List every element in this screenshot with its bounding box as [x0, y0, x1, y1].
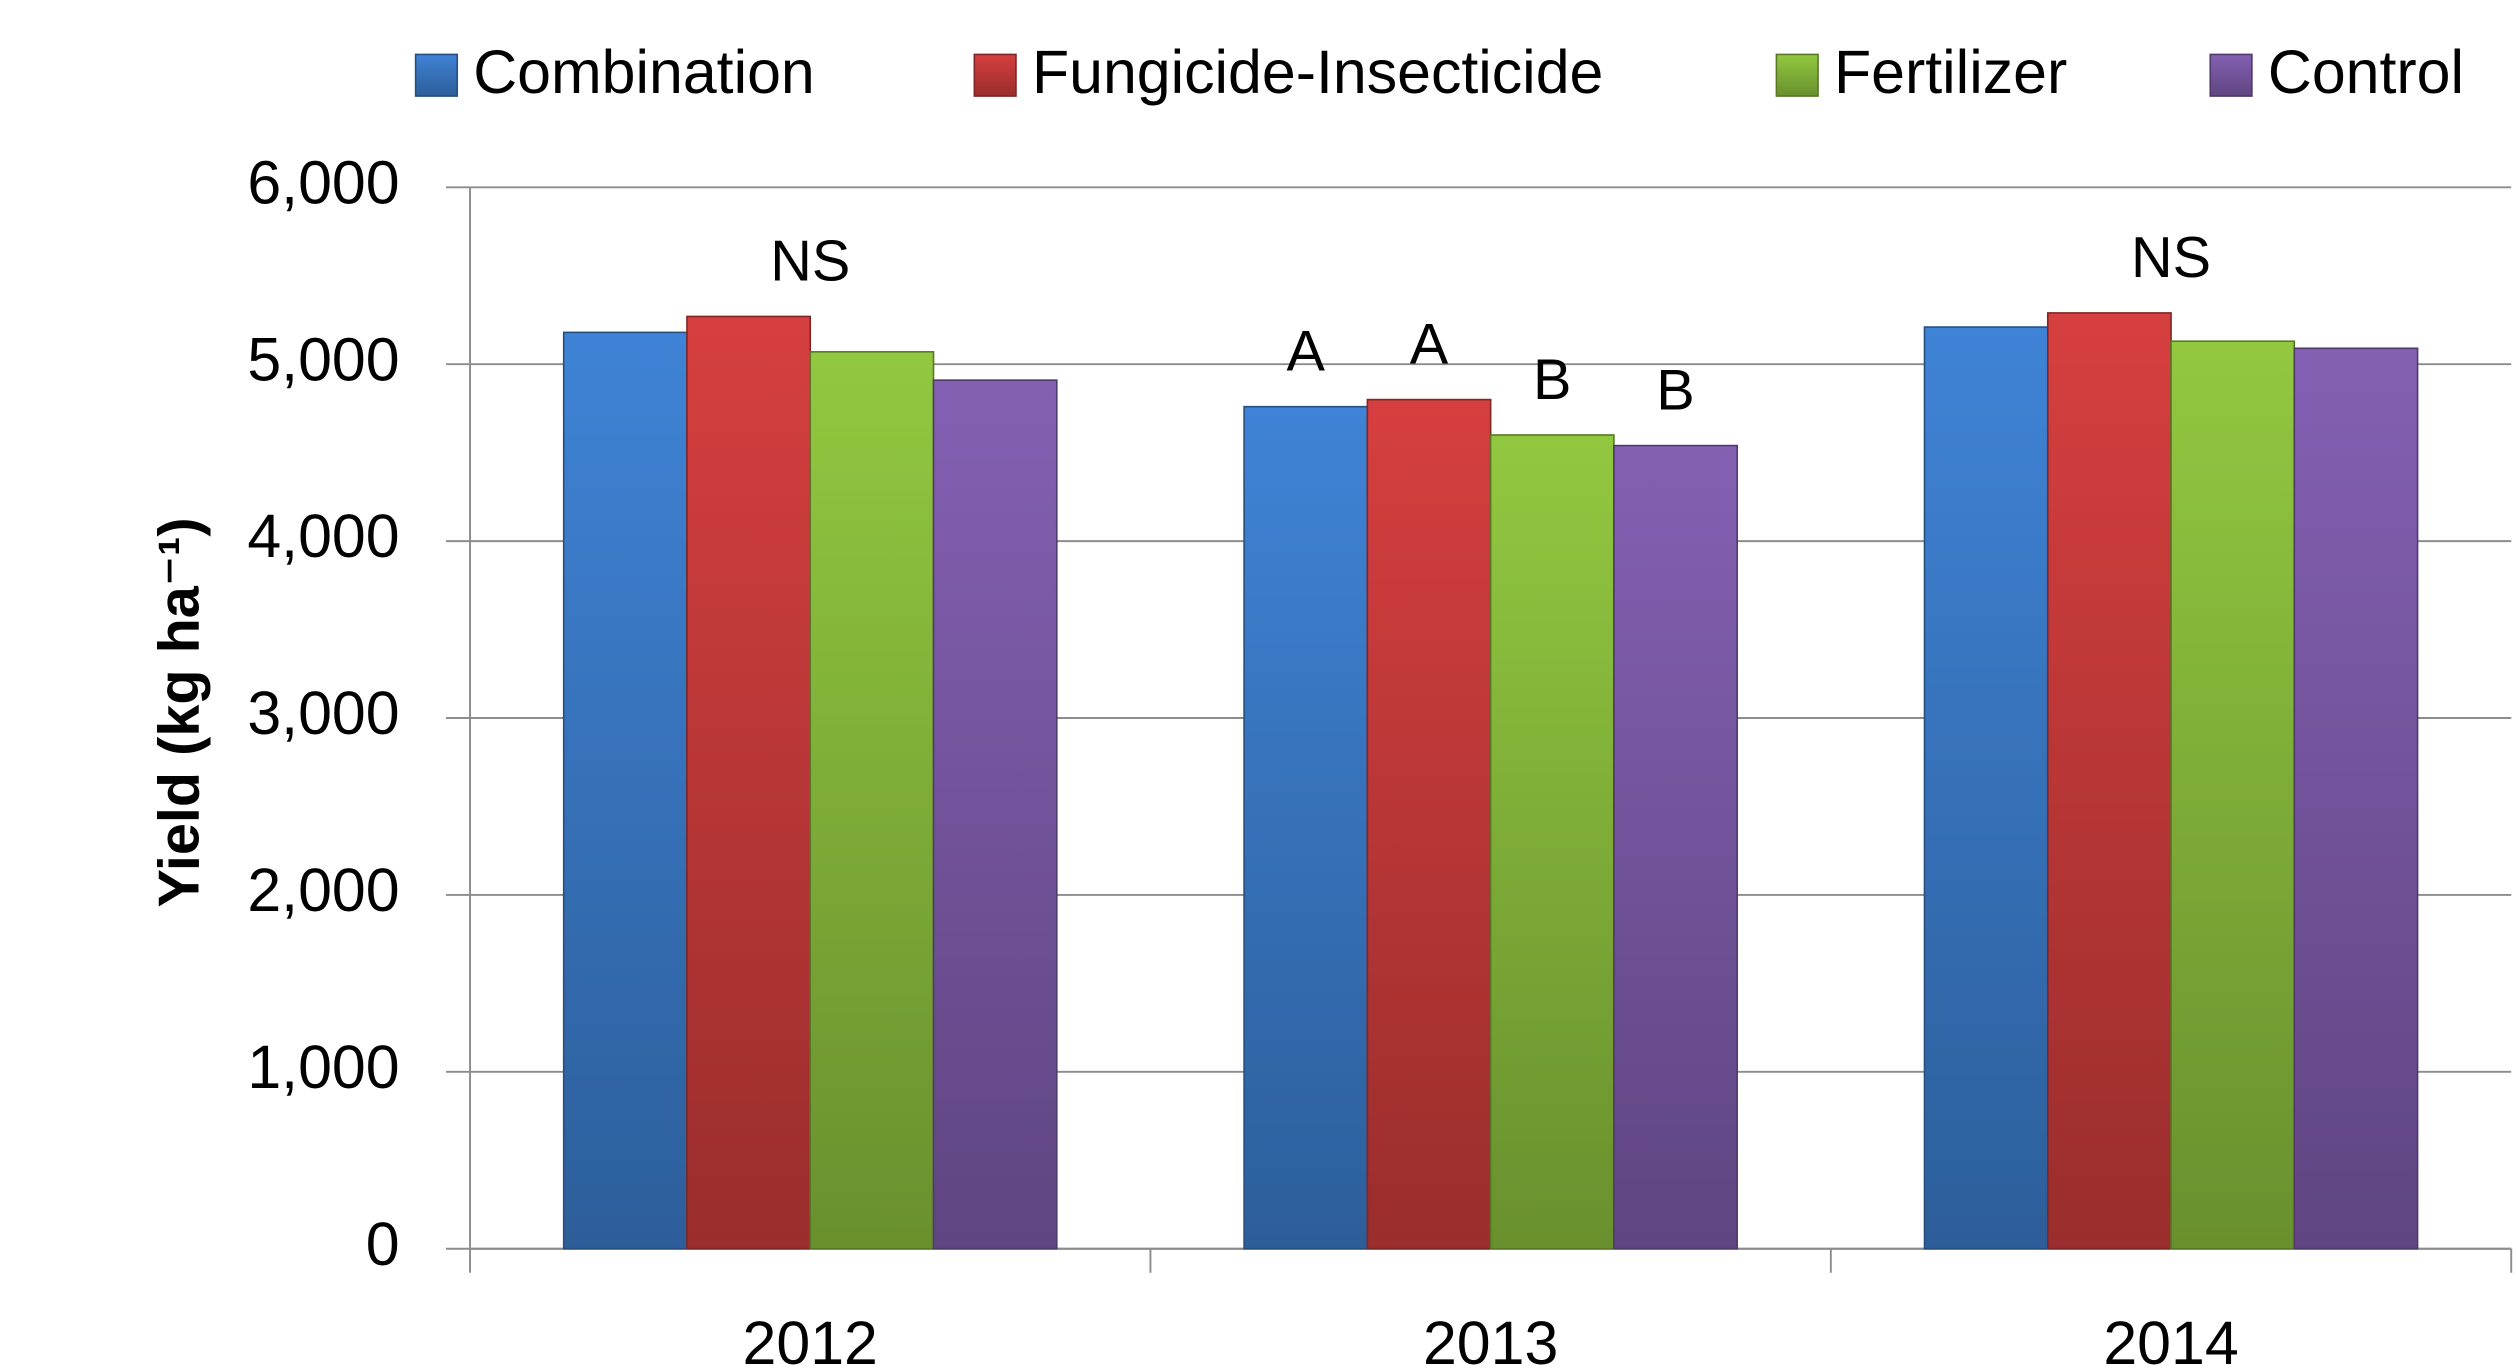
annotation: A — [1410, 313, 1449, 377]
annotation: NS — [2131, 226, 2211, 290]
annotation: NS — [770, 229, 850, 293]
bar — [562, 331, 688, 1250]
legend-swatch — [1775, 53, 1819, 97]
legend-swatch — [414, 53, 459, 97]
y-tick-label: 2,000 — [247, 856, 399, 924]
bar — [1923, 326, 2049, 1250]
legend-swatch — [973, 53, 1017, 97]
legend-swatch — [2209, 53, 2253, 97]
annotation: B — [1656, 359, 1694, 423]
y-tick-label: 4,000 — [247, 502, 399, 570]
legend-label: Fungicide-Insecticide — [1032, 38, 1603, 106]
y-axis-label: Yield (kg ha⁻¹) — [148, 517, 212, 907]
bar — [1489, 434, 1615, 1250]
bar — [1366, 398, 1492, 1250]
legend-label: Combination — [473, 38, 815, 106]
bar — [686, 315, 812, 1250]
y-tick-label: 6,000 — [247, 148, 399, 216]
legend-label: Fertilizer — [1834, 38, 2067, 106]
x-tick-label: 2013 — [1423, 1309, 1558, 1372]
bar — [809, 351, 935, 1250]
bar — [2293, 347, 2419, 1250]
y-tick-label: 0 — [366, 1210, 400, 1278]
annotation: B — [1533, 348, 1571, 412]
x-tick-label: 2014 — [2103, 1309, 2238, 1372]
annotation: A — [1287, 320, 1326, 384]
x-tick-label: 2012 — [743, 1309, 878, 1372]
legend-label: Control — [2268, 38, 2464, 106]
bar — [1243, 405, 1369, 1250]
y-tick-label: 1,000 — [247, 1033, 399, 1101]
legend: Combination Fungicide-Insecticide Fertiliz… — [414, 38, 2464, 106]
bar — [932, 379, 1058, 1250]
y-tick-label: 5,000 — [247, 325, 399, 393]
bar — [2046, 312, 2172, 1250]
bar — [2170, 340, 2296, 1250]
y-tick-label: 3,000 — [247, 679, 399, 747]
bar — [1613, 444, 1738, 1250]
